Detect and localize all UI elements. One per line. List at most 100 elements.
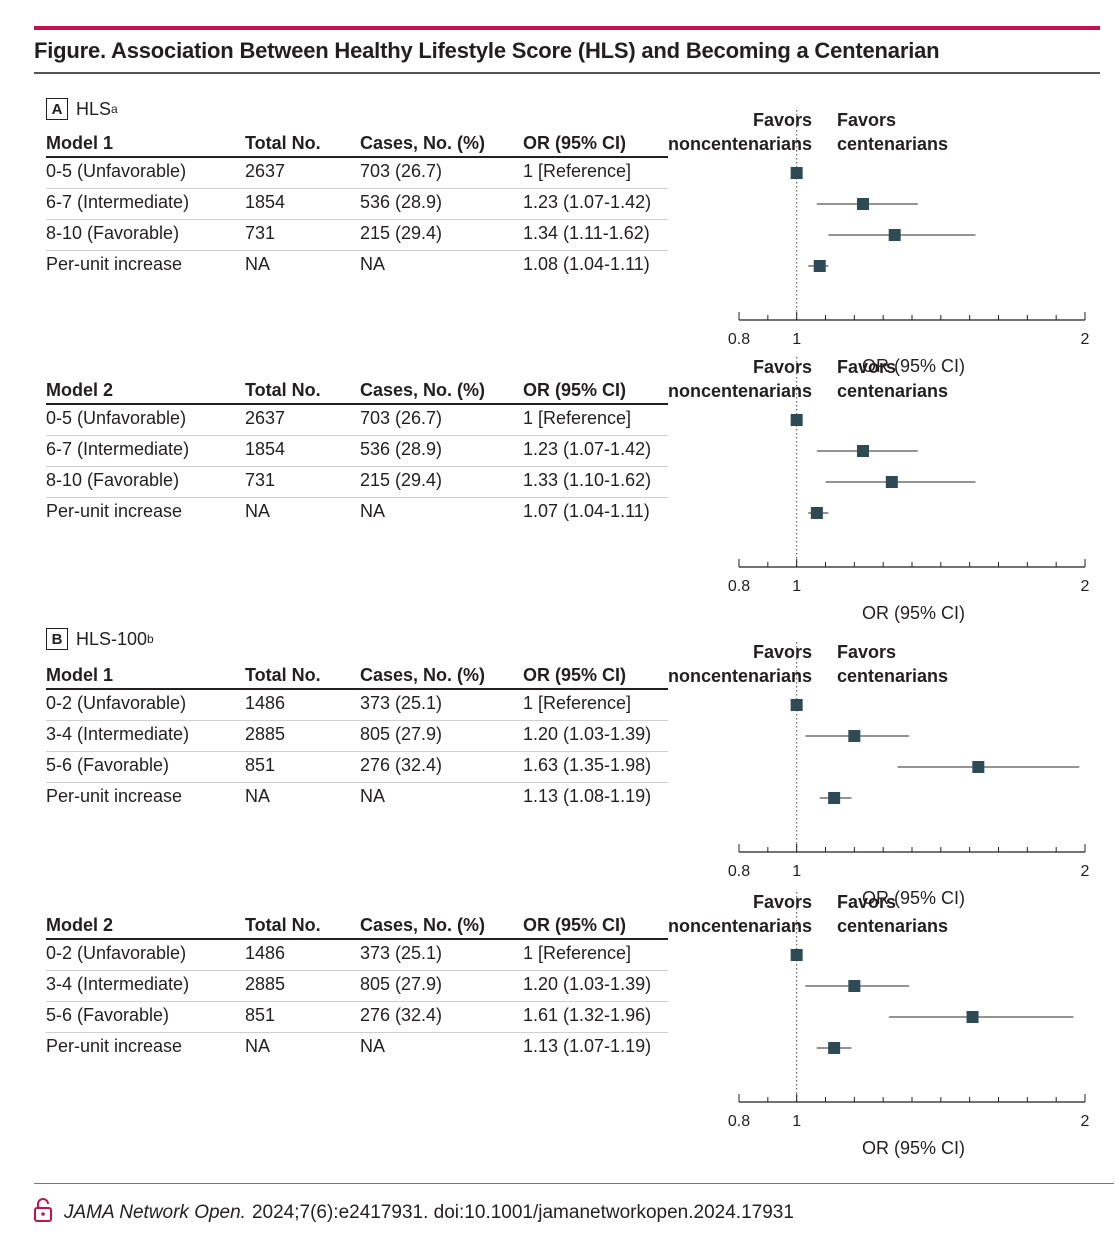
panel-letter: B [46, 628, 68, 650]
row-label: Per-unit increase [46, 254, 183, 274]
table-header: Model 1 Total No. Cases, No. (%) OR (95% CI… [46, 130, 668, 158]
cases-cell: 536 (28.9) [360, 439, 443, 459]
results-table: Model 1 Total No. Cases, No. (%) OR (95% CI… [46, 662, 668, 814]
cases-cell: 703 (26.7) [360, 161, 443, 181]
or-cell: 1.13 (1.08-1.19) [523, 786, 652, 806]
row-label: 6-7 (Intermediate) [46, 192, 190, 212]
cases-header: Cases, No. (%) [360, 665, 486, 685]
panel-b-label: B HLS-100 b [46, 628, 154, 650]
cases-cell: NA [360, 254, 386, 274]
x-axis-title: OR (95% CI) [862, 356, 966, 376]
row-label: 0-2 (Unfavorable) [46, 943, 187, 963]
x-tick-label: 1 [792, 578, 801, 595]
or-cell: 1.34 (1.11-1.62) [523, 223, 650, 243]
cases-header: Cases, No. (%) [360, 133, 486, 153]
row-label: 3-4 (Intermediate) [46, 724, 190, 744]
total-header: Total No. [245, 380, 321, 400]
table-row: 0-5 (Unfavorable) 2637 703 (26.7) 1 [Refere… [46, 158, 668, 189]
or-cell: 1 [Reference] [523, 408, 632, 428]
table-row: Per-unit increase NA NA 1.07 (1.04-1.11) [46, 498, 668, 529]
citation-footer: JAMA Network Open. 2024;7(6):e2417931. d… [34, 1198, 794, 1228]
row-label: 0-5 (Unfavorable) [46, 408, 187, 428]
results-table: Model 2 Total No. Cases, No. (%) OR (95% CI… [46, 377, 668, 529]
or-point-marker [848, 980, 861, 992]
table-row: 0-2 (Unfavorable) 1486 373 (25.1) 1 [Refere… [46, 940, 668, 971]
cases-cell: NA [360, 1036, 386, 1056]
or-cell: 1.63 (1.35-1.98) [523, 755, 652, 775]
total-cell: 731 [245, 470, 276, 490]
figure-title: Figure. Association Between Healthy Life… [34, 38, 940, 63]
or-point-marker [790, 699, 803, 711]
or-cell: 1.20 (1.03-1.39) [523, 974, 652, 994]
or-cell: 1 [Reference] [523, 161, 632, 181]
or-point-marker [856, 198, 869, 210]
model-header: Model 2 [46, 380, 114, 400]
x-tick-label: 0.8 [728, 331, 750, 348]
or-cell: 1.07 (1.04-1.11) [523, 501, 650, 521]
or-cell: 1.08 (1.04-1.11) [523, 254, 650, 274]
row-label: Per-unit increase [46, 501, 183, 521]
table-row: Per-unit increase NA NA 1.13 (1.08-1.19) [46, 783, 668, 814]
table-row: 6-7 (Intermediate) 1854 536 (28.9) 1.23 (1.… [46, 436, 668, 467]
total-cell: 2885 [245, 974, 286, 994]
x-tick-label: 0.8 [728, 1113, 750, 1130]
total-header: Total No. [245, 915, 321, 935]
model-header: Model 1 [46, 665, 114, 685]
table-row: 5-6 (Favorable) 851 276 (32.4) 1.61 (1.32-1… [46, 1002, 668, 1033]
favors-noncentenarians-label: Favors noncentenarians [667, 892, 812, 936]
cases-cell: 373 (25.1) [360, 943, 443, 963]
total-cell: 1854 [245, 192, 286, 212]
model-header: Model 2 [46, 915, 114, 935]
table-row: 3-4 (Intermediate) 2885 805 (27.9) 1.20 (1.… [46, 721, 668, 752]
or-cell: 1.13 (1.07-1.19) [523, 1036, 652, 1056]
or-header: OR (95% CI) [523, 133, 627, 153]
total-cell: NA [245, 254, 271, 274]
row-label: 0-5 (Unfavorable) [46, 161, 187, 181]
results-table: Model 1 Total No. Cases, No. (%) OR (95% CI… [46, 130, 668, 282]
or-point-marker [790, 167, 803, 179]
total-cell: 1486 [245, 693, 286, 713]
total-cell: 2637 [245, 408, 286, 428]
table-row: 8-10 (Favorable) 731 215 (29.4) 1.33 (1.10-… [46, 467, 668, 498]
total-cell: NA [245, 501, 271, 521]
table-row: 6-7 (Intermediate) 1854 536 (28.9) 1.23 (1.… [46, 189, 668, 220]
row-label: 5-6 (Favorable) [46, 1005, 170, 1025]
cases-cell: 536 (28.9) [360, 192, 443, 212]
table-row: Per-unit increase NA NA 1.13 (1.07-1.19) [46, 1033, 668, 1064]
x-axis-title: OR (95% CI) [862, 888, 966, 908]
top-accent-rule [34, 26, 1100, 30]
favors-noncentenarians-label: Favors noncentenarians [667, 642, 812, 686]
row-label: 3-4 (Intermediate) [46, 974, 190, 994]
panel-a-label: A HLS a [46, 98, 118, 120]
table-header: Model 2 Total No. Cases, No. (%) OR (95% CI… [46, 377, 668, 405]
or-cell: 1 [Reference] [523, 693, 632, 713]
row-label: 8-10 (Favorable) [46, 470, 180, 490]
x-tick-label: 1 [792, 331, 801, 348]
or-cell: 1.20 (1.03-1.39) [523, 724, 652, 744]
x-tick-label: 1 [792, 1113, 801, 1130]
cases-cell: 276 (32.4) [360, 755, 443, 775]
row-label: Per-unit increase [46, 1036, 183, 1056]
favors-noncentenarians-label: Favors noncentenarians [667, 357, 812, 401]
total-cell: 1486 [245, 943, 286, 963]
open-access-lock-icon [34, 1198, 52, 1228]
x-tick-label: 0.8 [728, 578, 750, 595]
favors-centenarians-label: Favors centenarians [837, 357, 949, 401]
title-divider [34, 72, 1100, 74]
cases-header: Cases, No. (%) [360, 915, 486, 935]
x-tick-label: 2 [1081, 1113, 1090, 1130]
total-cell: 1854 [245, 439, 286, 459]
or-point-marker [966, 1011, 979, 1023]
table-row: 8-10 (Favorable) 731 215 (29.4) 1.34 (1.11-… [46, 220, 668, 251]
or-point-marker [813, 260, 826, 272]
total-cell: 2885 [245, 724, 286, 744]
panel-title: HLS [76, 98, 112, 119]
row-label: 8-10 (Favorable) [46, 223, 180, 243]
table-row: 5-6 (Favorable) 851 276 (32.4) 1.63 (1.35-1… [46, 752, 668, 783]
panel-footnote-mark: a [111, 102, 118, 116]
x-tick-label: 1 [792, 863, 801, 880]
cases-cell: NA [360, 786, 386, 806]
